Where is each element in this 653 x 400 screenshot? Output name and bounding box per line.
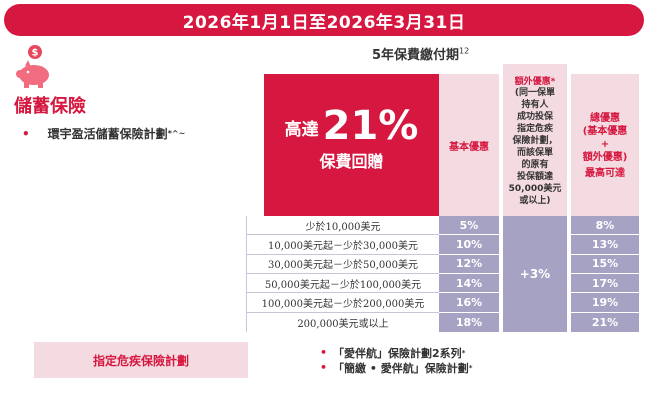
headline-prefix: 高達 (284, 120, 319, 140)
extra-rebate-cell: +3% (503, 216, 567, 332)
tier-range: 10,000美元起－少於30,000美元 (247, 235, 439, 255)
payment-term-footnote: 12 (459, 46, 470, 56)
payment-term-label: 5年保費繳付期 (372, 48, 460, 63)
extra-title: 額外優惠* (514, 76, 556, 87)
total-max: 最高可達 (585, 167, 625, 179)
plan-name: 環宇盈活儲蓄保險計劃 (47, 127, 168, 141)
total-rebate-cell: 8% (571, 216, 639, 236)
category-title: 儲蓄保險 (14, 96, 86, 117)
tier-range: 50,000美元起－少於100,000美元 (247, 274, 439, 294)
total-rebate-column: 8% 13% 15% 17% 19% 21% (571, 216, 639, 332)
promo-period-banner: 2026年1月1日至2026年3月31日 (4, 4, 644, 36)
headline-value: 21% (322, 103, 419, 149)
basic-rebate-column: 5% 10% 12% 14% 16% 18% (439, 216, 499, 332)
svg-text:$: $ (32, 48, 39, 59)
total-rebate-cell: 19% (571, 293, 639, 313)
list-item: • 「簡繳 • 愛伴航」保險計劃 * (320, 360, 472, 375)
critical-illness-plan: 「愛伴航」保險計劃2系列 (333, 346, 462, 360)
plan-name-line: • 環宇盈活儲蓄保險計劃 *^~ (22, 125, 185, 142)
premium-tier-column: 少於10,000美元 10,000美元起－少於30,000美元 30,000美元… (246, 216, 439, 332)
basic-rebate-cell: 12% (439, 255, 499, 274)
basic-rebate-cell: 16% (439, 293, 499, 313)
total-rebate-cell: 21% (591, 315, 619, 329)
critical-illness-plan: 「簡繳 • 愛伴航」保險計劃 (333, 361, 469, 375)
plan-mark: * (461, 348, 466, 357)
bullet-icon: • (320, 361, 328, 374)
total-rebate-cell: 17% (571, 274, 639, 294)
basic-rebate-cell: 5% (439, 216, 499, 236)
plan-mark: *^~ (167, 129, 186, 138)
tier-range: 30,000美元起－少於50,000美元 (247, 255, 439, 274)
promo-period-text: 2026年1月1日至2026年3月31日 (182, 12, 466, 33)
tier-range: 100,000美元起－少於200,000美元 (247, 293, 439, 313)
critical-illness-plan-list: • 「愛伴航」保險計劃2系列 * • 「簡繳 • 愛伴航」保險計劃 * (320, 345, 472, 375)
payment-term-title: 5年保費繳付期12 (372, 44, 469, 63)
bullet-icon: • (320, 346, 328, 359)
headline-subtitle: 保費回贈 (319, 152, 384, 171)
total-title: 總優惠 (基本優惠 + 額外優惠) (582, 112, 628, 163)
list-item: • 「愛伴航」保險計劃2系列 * (320, 345, 472, 360)
column-header-basic: 基本優惠 (439, 74, 499, 216)
plan-mark: * (468, 363, 473, 372)
headline-panel: 高達 21% 保費回贈 (264, 74, 439, 216)
piggy-bank-dollar-icon: $ (16, 45, 49, 88)
tier-range: 少於10,000美元 (247, 216, 439, 236)
bullet-icon: • (22, 126, 30, 141)
critical-illness-label: 指定危疾保險計劃 (34, 342, 248, 378)
extra-condition: (同一保單 持有人 成功投保 指定危疾 保險計劃， 而該保單 的原有 投保額達 … (508, 87, 562, 206)
column-header-total: 總優惠 (基本優惠 + 額外優惠) 最高可達 (571, 74, 639, 216)
basic-rebate-cell: 10% (439, 235, 499, 255)
total-rebate-cell: 13% (571, 235, 639, 255)
tier-range: 200,000美元或以上 (297, 318, 389, 330)
basic-rebate-cell: 18% (455, 315, 483, 329)
basic-rebate-cell: 14% (439, 274, 499, 294)
column-header-extra: 額外優惠* (同一保單 持有人 成功投保 指定危疾 保險計劃， 而該保單 的原有… (503, 64, 567, 216)
total-rebate-cell: 15% (571, 255, 639, 274)
